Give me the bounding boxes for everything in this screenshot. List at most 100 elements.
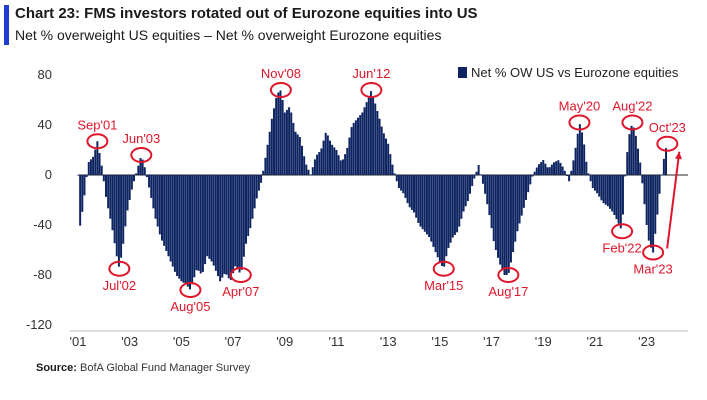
bar <box>499 175 502 265</box>
y-tick-label: -40 <box>33 217 52 232</box>
bar <box>152 175 155 209</box>
bar <box>89 159 92 175</box>
bar <box>436 175 439 258</box>
source-text: BofA Global Fund Manager Survey <box>80 362 251 374</box>
bar <box>173 175 176 272</box>
bar <box>574 147 577 175</box>
bar <box>514 175 517 242</box>
bar <box>479 174 482 175</box>
annotation-circle <box>130 147 153 163</box>
bar <box>613 175 616 215</box>
bar <box>193 175 196 278</box>
bar <box>619 175 622 229</box>
x-tick-label: '21 <box>586 334 603 349</box>
bar <box>606 175 609 207</box>
bar <box>257 175 260 191</box>
annotation-circle <box>179 282 202 298</box>
bar <box>85 175 88 178</box>
bar <box>266 144 269 175</box>
bar <box>488 175 491 216</box>
bar <box>591 175 594 189</box>
bar <box>453 175 456 235</box>
title-accent-bar <box>4 5 9 45</box>
bar <box>656 175 659 215</box>
bar <box>583 144 586 175</box>
annotation-label: Apr'07 <box>222 284 259 299</box>
bar <box>318 152 321 175</box>
bar <box>285 109 288 175</box>
bar <box>516 175 519 232</box>
bar <box>451 175 454 238</box>
source-label: Source: <box>36 362 77 374</box>
bar <box>578 124 581 175</box>
bar <box>544 163 547 175</box>
bar <box>445 175 448 257</box>
bar <box>324 132 327 175</box>
bar <box>490 175 493 229</box>
bar <box>639 162 642 175</box>
bar <box>210 175 213 262</box>
bar <box>316 154 319 175</box>
bar <box>307 169 310 175</box>
bar <box>178 175 181 279</box>
x-tick-label: '01 <box>70 334 87 349</box>
bar <box>462 175 465 212</box>
bar <box>98 153 101 175</box>
bar <box>135 173 138 175</box>
y-tick-label: 0 <box>45 167 52 182</box>
bar <box>598 175 601 197</box>
bar <box>481 175 484 184</box>
bar <box>234 175 237 267</box>
source-note: Source: BofA Global Fund Manager Survey <box>36 362 250 374</box>
bar <box>447 175 450 248</box>
bar <box>665 148 668 175</box>
bar <box>344 154 347 175</box>
bar <box>115 175 118 257</box>
bar <box>643 175 646 205</box>
bar <box>275 97 278 175</box>
bar <box>171 175 174 267</box>
bar <box>602 175 605 204</box>
bar <box>385 138 388 175</box>
annotation-label: Aug'17 <box>488 284 528 299</box>
bars-layer <box>77 90 668 290</box>
bar <box>313 159 316 175</box>
bar <box>359 115 362 175</box>
bar <box>229 175 232 280</box>
bar <box>305 164 308 175</box>
bar <box>303 156 306 175</box>
bar <box>611 175 614 212</box>
bar <box>634 135 637 175</box>
bar <box>154 175 157 219</box>
bar <box>161 175 163 241</box>
bar <box>400 175 403 191</box>
annotation-circle <box>642 244 665 261</box>
bar <box>408 175 411 208</box>
bar <box>260 175 263 183</box>
bar <box>309 175 312 176</box>
bar <box>232 175 235 274</box>
bar <box>615 175 618 220</box>
bar <box>133 175 135 182</box>
bar <box>520 175 523 216</box>
bar <box>163 175 166 246</box>
bar <box>255 175 258 199</box>
x-tick-label: '05 <box>173 334 190 349</box>
bar <box>475 171 478 175</box>
bar <box>201 175 204 272</box>
bar <box>301 145 304 175</box>
bar <box>350 127 353 175</box>
bar <box>365 102 368 175</box>
bar <box>466 175 469 202</box>
y-tick-label: -80 <box>33 267 52 282</box>
bar <box>469 175 472 194</box>
legend-swatch <box>458 67 467 78</box>
bar <box>107 175 110 209</box>
bar <box>262 170 265 175</box>
bar <box>410 175 413 210</box>
bar <box>94 149 97 175</box>
annotations-layer: Sep'01 Jul'02 Jun'03 Aug'05 Apr'07 Nov'08 Jun'… <box>77 66 686 314</box>
bar <box>417 175 420 223</box>
bar <box>507 175 510 273</box>
bar <box>139 158 142 175</box>
